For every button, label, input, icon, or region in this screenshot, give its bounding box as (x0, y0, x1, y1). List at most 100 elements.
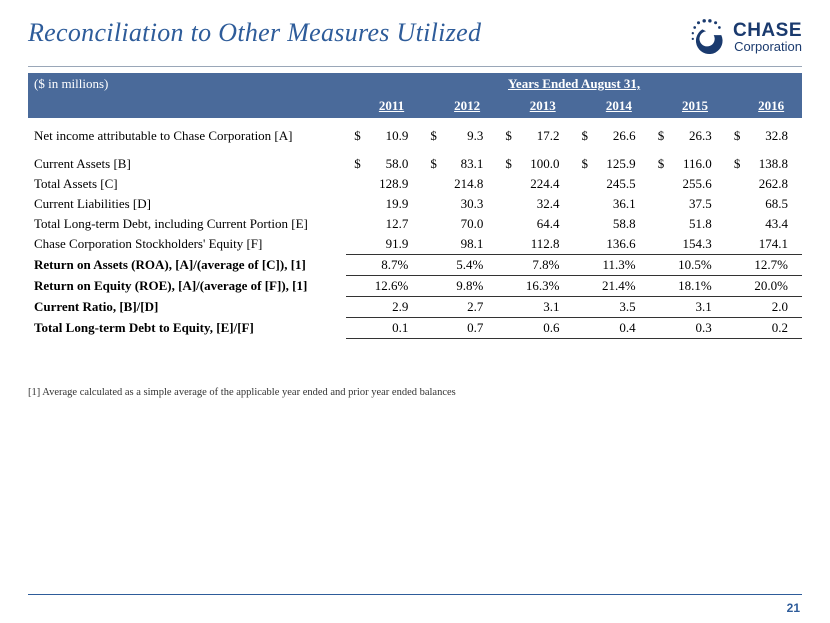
cell-value: 64.4 (512, 214, 574, 234)
chase-logo-icon (689, 18, 727, 56)
cell-value: 2.0 (740, 297, 802, 318)
row-label: Total Long-term Debt to Equity, [E]/[F] (28, 318, 346, 339)
year-header: 2013 (512, 95, 574, 118)
currency-symbol: $ (422, 126, 437, 146)
cell-value: 98.1 (437, 234, 497, 255)
currency-symbol (573, 174, 588, 194)
currency-symbol: $ (497, 126, 512, 146)
currency-symbol (346, 234, 361, 255)
currency-symbol (650, 174, 665, 194)
cell-value: 3.1 (664, 297, 726, 318)
years-ended-header: Years Ended August 31, (346, 73, 802, 95)
cell-value: 0.2 (740, 318, 802, 339)
currency-symbol: $ (497, 154, 512, 174)
currency-symbol (650, 318, 665, 339)
cell-value: 174.1 (740, 234, 802, 255)
currency-symbol (497, 297, 512, 318)
cell-value: 10.5% (664, 255, 726, 276)
row-label: Net income attributable to Chase Corpora… (28, 126, 346, 146)
cell-value: 17.2 (512, 126, 574, 146)
cell-value: 58.8 (588, 214, 650, 234)
row-label: Return on Assets (ROA), [A]/(average of … (28, 255, 346, 276)
row-label: Current Assets [B] (28, 154, 346, 174)
cell-value: 32.8 (740, 126, 802, 146)
currency-symbol: $ (650, 126, 665, 146)
footnote: [1] Average calculated as a simple avera… (0, 339, 830, 398)
page-number: 21 (787, 601, 800, 615)
currency-symbol (497, 214, 512, 234)
cell-value: 7.8% (512, 255, 574, 276)
currency-symbol (650, 255, 665, 276)
cell-value: 3.5 (588, 297, 650, 318)
currency-symbol (422, 276, 437, 297)
cell-value: 26.3 (664, 126, 726, 146)
chase-logo: CHASE Corporation (689, 18, 802, 56)
cell-value: 255.6 (664, 174, 726, 194)
currency-symbol (573, 318, 588, 339)
currency-symbol: $ (650, 154, 665, 174)
cell-value: 136.6 (588, 234, 650, 255)
currency-symbol (346, 174, 361, 194)
footer-rule (28, 594, 802, 595)
cell-value: 9.8% (437, 276, 497, 297)
cell-value: 68.5 (740, 194, 802, 214)
table-row: Total Long-term Debt, including Current … (28, 214, 802, 234)
logo-text-sub: Corporation (733, 40, 802, 53)
currency-symbol (650, 297, 665, 318)
cell-value: 112.8 (512, 234, 574, 255)
currency-symbol (573, 255, 588, 276)
currency-symbol (422, 194, 437, 214)
currency-symbol: $ (573, 154, 588, 174)
currency-symbol: $ (346, 126, 361, 146)
cell-value: 12.7 (361, 214, 423, 234)
cell-value: 21.4% (588, 276, 650, 297)
table-row: Current Ratio, [B]/[D]2.92.73.13.53.12.0 (28, 297, 802, 318)
cell-value: 83.1 (437, 154, 497, 174)
currency-symbol (726, 174, 741, 194)
year-header: 2012 (437, 95, 497, 118)
currency-symbol: $ (726, 126, 741, 146)
cell-value: 214.8 (437, 174, 497, 194)
currency-symbol (346, 276, 361, 297)
cell-value: 8.7% (361, 255, 423, 276)
currency-symbol (422, 318, 437, 339)
row-label: Return on Equity (ROE), [A]/(average of … (28, 276, 346, 297)
cell-value: 128.9 (361, 174, 423, 194)
cell-value: 3.1 (512, 297, 574, 318)
currency-symbol (650, 194, 665, 214)
currency-symbol (422, 255, 437, 276)
currency-symbol (650, 276, 665, 297)
year-header: 2015 (664, 95, 726, 118)
cell-value: 0.3 (664, 318, 726, 339)
cell-value: 43.4 (740, 214, 802, 234)
currency-symbol (650, 214, 665, 234)
cell-value: 125.9 (588, 154, 650, 174)
currency-symbol (497, 318, 512, 339)
currency-symbol (346, 194, 361, 214)
currency-symbol (726, 318, 741, 339)
year-header: 2016 (740, 95, 802, 118)
cell-value: 116.0 (664, 154, 726, 174)
unit-label: ($ in millions) (28, 73, 346, 95)
row-label: Current Ratio, [B]/[D] (28, 297, 346, 318)
currency-symbol (726, 255, 741, 276)
currency-symbol (726, 276, 741, 297)
currency-symbol (573, 214, 588, 234)
year-header: 2014 (588, 95, 650, 118)
cell-value: 12.7% (740, 255, 802, 276)
cell-value: 5.4% (437, 255, 497, 276)
cell-value: 11.3% (588, 255, 650, 276)
currency-symbol (726, 297, 741, 318)
reconciliation-table: ($ in millions) Years Ended August 31, 2… (28, 73, 802, 339)
currency-symbol (422, 234, 437, 255)
row-label: Chase Corporation Stockholders' Equity [… (28, 234, 346, 255)
table-row: Current Assets [B]$58.0$83.1$100.0$125.9… (28, 154, 802, 174)
cell-value: 0.7 (437, 318, 497, 339)
cell-value: 26.6 (588, 126, 650, 146)
currency-symbol (346, 214, 361, 234)
currency-symbol: $ (422, 154, 437, 174)
currency-symbol: $ (346, 154, 361, 174)
cell-value: 58.0 (361, 154, 423, 174)
currency-symbol (346, 255, 361, 276)
row-label: Current Liabilities [D] (28, 194, 346, 214)
